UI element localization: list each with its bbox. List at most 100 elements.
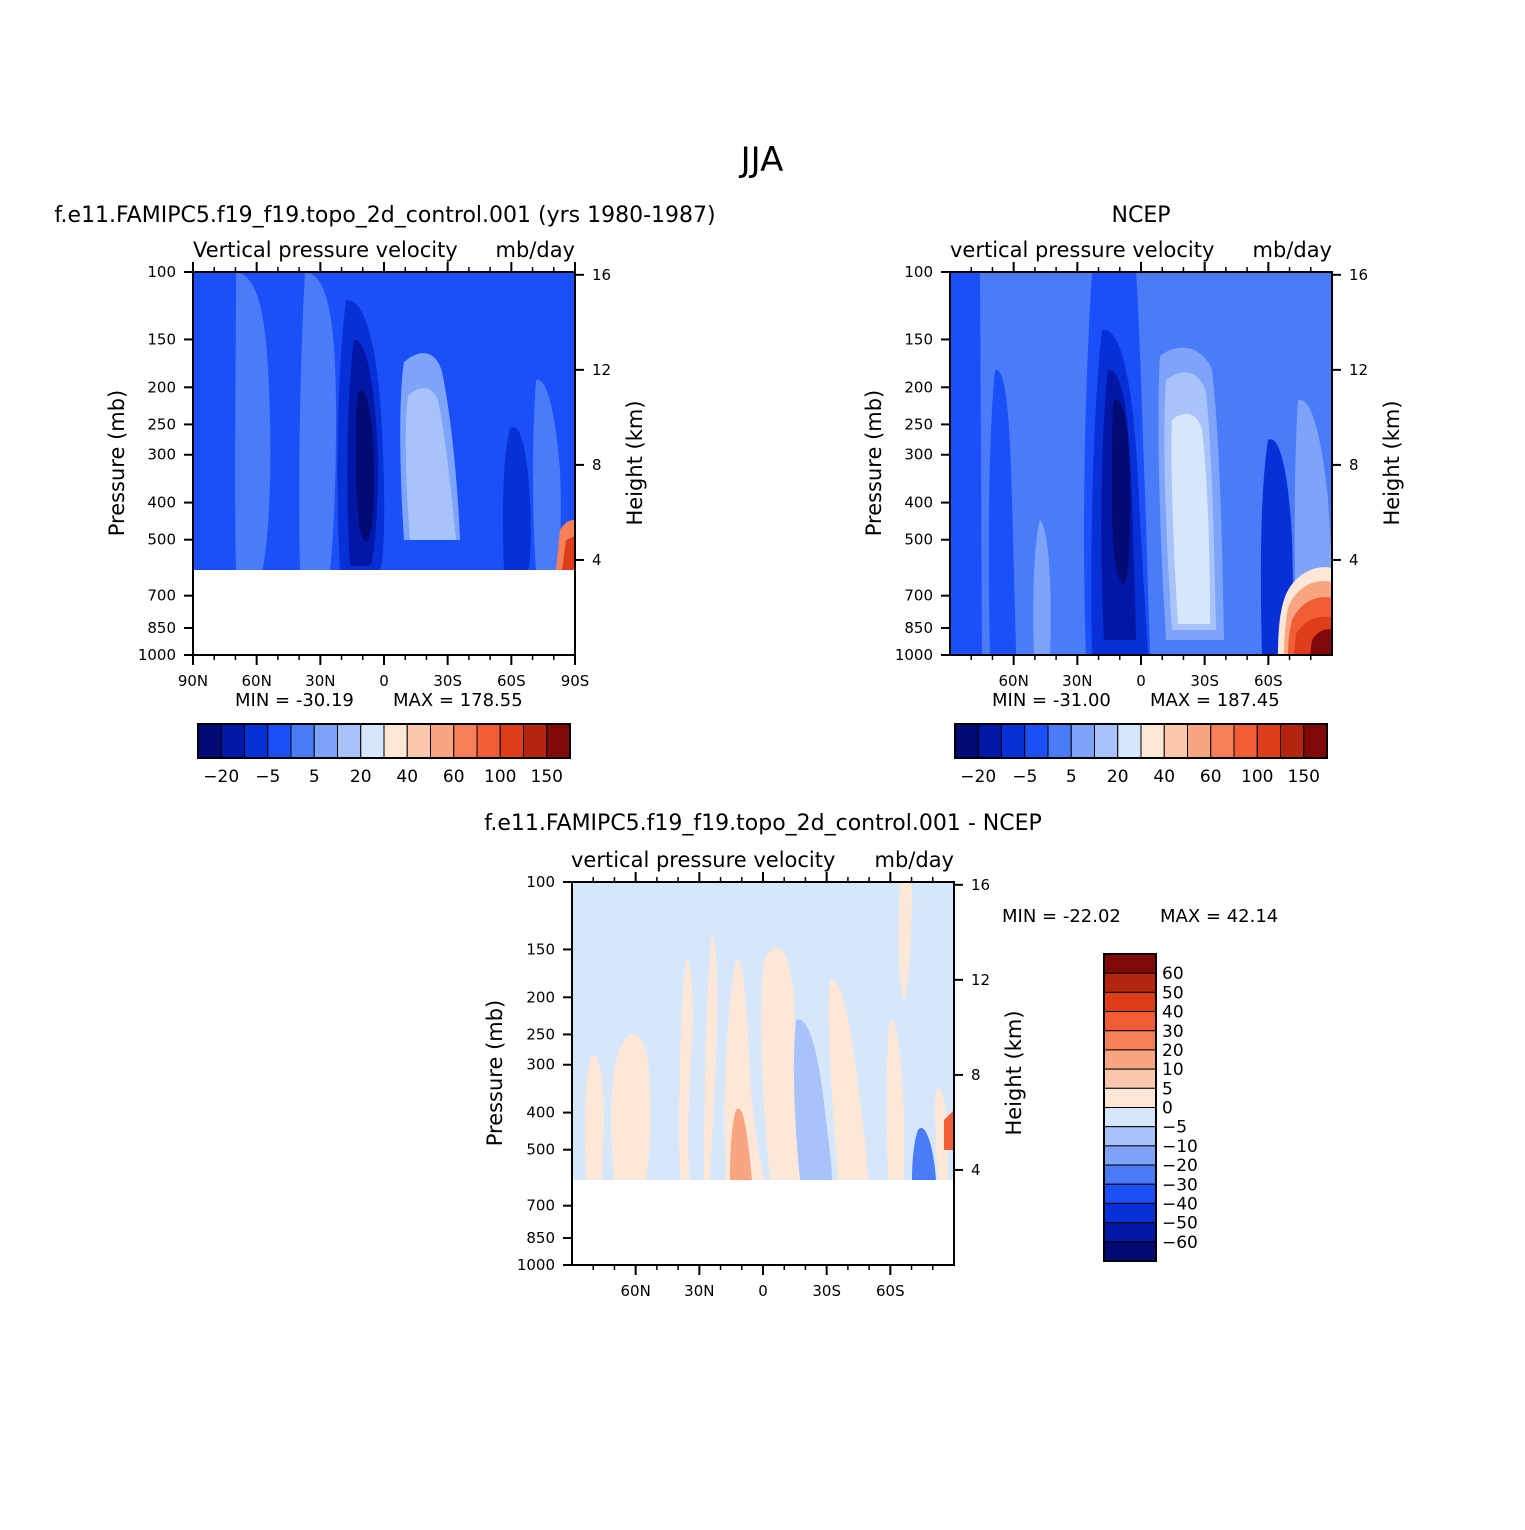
diff-pos-strong xyxy=(730,1108,752,1180)
colorbar-box xyxy=(1140,723,1165,759)
min-label: MIN = -30.19 xyxy=(235,690,354,711)
colorbar-box xyxy=(1001,723,1026,759)
colorbar-box xyxy=(220,723,245,759)
difference-panel: f.e11.FAMIPC5.f19_f19.topo_2d_control.00… xyxy=(483,811,1278,1300)
colorbar-label: 60 xyxy=(1200,767,1222,787)
diff-pos-8 xyxy=(898,882,912,1000)
colorbar-label: 10 xyxy=(1162,1060,1184,1080)
contour-nh-weak xyxy=(1033,520,1051,655)
colorbar-box xyxy=(360,723,385,759)
diff-pos-1 xyxy=(584,1054,604,1180)
colorbar-box xyxy=(244,723,269,759)
contour-field xyxy=(193,272,575,570)
panel-subtitle-right: mb/day xyxy=(496,238,576,262)
colorbar-label: −40 xyxy=(1162,1194,1198,1214)
y-tick-label: 400 xyxy=(904,494,933,512)
y-tick-label: 850 xyxy=(147,619,176,637)
colorbar-box xyxy=(1103,991,1157,1013)
colorbar-box xyxy=(954,723,979,759)
contour-itcz-core xyxy=(1112,399,1130,584)
diff-pos-edge xyxy=(944,1110,954,1150)
x-tick-label: 60N xyxy=(999,672,1029,690)
y-tick-label: 1000 xyxy=(895,646,933,664)
y-tick-label: 250 xyxy=(904,415,933,433)
colorbar-box xyxy=(1103,1241,1157,1262)
y-tick-label: 1000 xyxy=(517,1256,555,1274)
colorbar-box xyxy=(290,723,315,759)
contour-antarctic-warm-2 xyxy=(562,536,575,570)
colorbar-label: 150 xyxy=(1288,767,1320,787)
contour-subtropic-weak xyxy=(299,272,336,570)
x-tick-label: 60N xyxy=(242,672,272,690)
model-panel: f.e11.FAMIPC5.f19_f19.topo_2d_control.00… xyxy=(54,203,715,787)
min-label: MIN = -31.00 xyxy=(992,690,1111,711)
contour-itcz-core xyxy=(356,389,374,542)
colorbar-box xyxy=(1103,972,1157,993)
y-axis-label-right: Height (km) xyxy=(1380,400,1404,525)
colorbar-box xyxy=(1103,1164,1157,1185)
colorbar-frame xyxy=(954,723,1328,759)
y-tick-label: 200 xyxy=(147,378,176,396)
colorbar-label: −50 xyxy=(1162,1214,1198,1234)
diff-pos-4 xyxy=(704,935,718,1180)
colorbar-label: 40 xyxy=(1153,767,1175,787)
colorbar-label: −5 xyxy=(255,767,280,787)
x-tick-label: 60N xyxy=(621,1282,651,1300)
contour-south-subside-3 xyxy=(1171,413,1210,624)
colorbar-box xyxy=(1103,1145,1157,1166)
y-ticks-right: 16 12 8 4 xyxy=(575,266,611,569)
panel-subtitle-left: Vertical pressure velocity xyxy=(193,238,458,262)
contour-antarctic-5 xyxy=(1310,629,1332,655)
diff-neg-itcz xyxy=(793,1019,832,1180)
y-tick-label: 200 xyxy=(904,378,933,396)
colorbar-box xyxy=(546,723,571,759)
y-tick-label: 500 xyxy=(904,531,933,549)
height-tick-label: 12 xyxy=(971,971,990,989)
colorbar-label: 150 xyxy=(531,767,563,787)
height-tick-label: 8 xyxy=(592,456,602,474)
x-tick-label: 90S xyxy=(561,672,590,690)
colorbar-box xyxy=(1303,723,1328,759)
colorbar-box xyxy=(1047,723,1072,759)
y-tick-label: 700 xyxy=(526,1197,555,1215)
height-tick-label: 12 xyxy=(1349,361,1368,379)
y-tick-label: 300 xyxy=(526,1056,555,1074)
colorbar-box xyxy=(197,723,222,759)
colorbar-label: 20 xyxy=(1162,1041,1184,1061)
y-tick-label: 400 xyxy=(526,1104,555,1122)
contour-sh-storm xyxy=(502,426,531,570)
panel-title: f.e11.FAMIPC5.f19_f19.topo_2d_control.00… xyxy=(54,203,715,228)
colorbar-label: −5 xyxy=(1012,767,1037,787)
diff-pos-2 xyxy=(611,1033,651,1180)
y-tick-label: 250 xyxy=(526,1025,555,1043)
x-tick-label: 30S xyxy=(812,1282,841,1300)
contour-field xyxy=(950,272,1332,655)
colorbar-box xyxy=(1024,723,1049,759)
colorbar-box xyxy=(1103,1107,1157,1128)
colorbar-box xyxy=(337,723,362,759)
colorbar-box xyxy=(1233,723,1258,759)
height-tick-label: 4 xyxy=(592,551,602,569)
colorbar-box xyxy=(1103,1183,1157,1204)
height-tick-label: 16 xyxy=(592,266,611,284)
y-tick-label: 400 xyxy=(147,494,176,512)
y-tick-label: 150 xyxy=(904,330,933,348)
colorbar-label: 5 xyxy=(1066,767,1077,787)
panel-title: NCEP xyxy=(1112,203,1171,228)
colorbar-box xyxy=(383,723,408,759)
x-tick-label: 0 xyxy=(379,672,389,690)
x-tick-label: 0 xyxy=(758,1282,768,1300)
panel-subtitle-left: vertical pressure velocity xyxy=(950,238,1214,262)
colorbar-box xyxy=(1103,953,1157,974)
panel-title: f.e11.FAMIPC5.f19_f19.topo_2d_control.00… xyxy=(484,811,1042,836)
y-ticks-right: 16 12 8 4 xyxy=(1332,266,1368,569)
x-tick-label: 90N xyxy=(178,672,208,690)
colorbar-box xyxy=(1163,723,1188,759)
contour-nh-mid xyxy=(988,369,1016,655)
colorbar-box xyxy=(1103,1068,1157,1089)
colorbar: −20 −5 5 20 40 60 100 150 xyxy=(197,723,571,787)
y-tick-label: 200 xyxy=(526,988,555,1006)
colorbar-box xyxy=(1103,1049,1157,1070)
